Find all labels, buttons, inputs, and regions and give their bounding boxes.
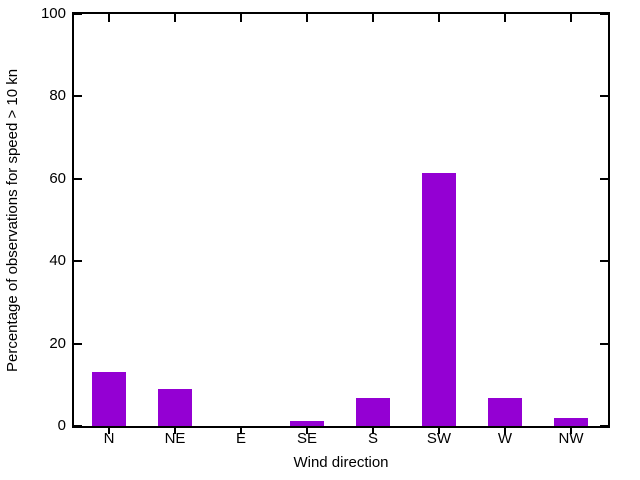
y-tick-right-100 xyxy=(600,13,608,15)
x-tick-label-w: W xyxy=(497,430,513,447)
y-tick-label-40: 40 xyxy=(49,252,66,270)
y-tick-right-80 xyxy=(600,95,608,98)
bar-ne xyxy=(158,389,192,426)
y-tick-label-60: 60 xyxy=(49,169,66,187)
y-tick-left-100 xyxy=(74,13,82,15)
y-tick-left-0 xyxy=(74,425,82,427)
x-tick-label-nw: NW xyxy=(558,430,584,447)
y-axis-label: Percentage of observations for speed > 1… xyxy=(4,68,21,372)
bar-sw xyxy=(422,173,456,426)
x-tick-bottom-sw xyxy=(438,428,440,434)
y-tick-left-80 xyxy=(74,95,82,98)
x-tick-bottom-nw xyxy=(570,428,572,434)
x-tick-top-ne xyxy=(174,14,176,22)
x-tick-label-n: N xyxy=(103,430,115,447)
x-tick-label-sw: SW xyxy=(426,430,452,447)
y-tick-right-0 xyxy=(600,425,608,427)
x-tick-bottom-n xyxy=(108,428,110,434)
y-tick-label-100: 100 xyxy=(40,5,66,22)
x-tick-top-e xyxy=(240,14,242,22)
x-tick-bottom-s xyxy=(372,428,374,434)
x-axis-label: Wind direction xyxy=(293,454,389,471)
x-tick-bottom-e xyxy=(240,428,242,434)
x-tick-bottom-se xyxy=(306,428,308,434)
x-tick-top-sw xyxy=(438,14,440,22)
y-tick-label-20: 20 xyxy=(49,334,66,352)
x-tick-top-nw xyxy=(570,14,572,22)
bar-nw xyxy=(554,418,588,426)
x-tick-bottom-ne xyxy=(174,428,176,434)
y-tick-label-0: 0 xyxy=(57,417,66,434)
y-tick-left-60 xyxy=(74,177,82,180)
bar-n xyxy=(92,372,126,426)
x-tick-label-se: SE xyxy=(296,430,317,447)
y-tick-left-40 xyxy=(74,260,82,263)
y-tick-left-20 xyxy=(74,342,82,345)
y-tick-label-80: 80 xyxy=(49,87,66,105)
y-tick-right-60 xyxy=(600,177,608,180)
bar-s xyxy=(356,398,390,426)
bar-w xyxy=(488,398,522,426)
x-tick-label-s: S xyxy=(367,430,378,447)
bar-se xyxy=(290,421,324,426)
x-tick-top-n xyxy=(108,14,110,22)
x-tick-top-se xyxy=(306,14,308,22)
y-tick-right-20 xyxy=(600,342,608,345)
x-tick-top-s xyxy=(372,14,374,22)
x-tick-bottom-w xyxy=(504,428,506,434)
plot-area xyxy=(72,12,610,434)
x-tick-label-ne: NE xyxy=(164,430,186,447)
x-tick-label-e: E xyxy=(235,430,246,447)
x-tick-top-w xyxy=(504,14,506,22)
y-tick-right-40 xyxy=(600,260,608,263)
